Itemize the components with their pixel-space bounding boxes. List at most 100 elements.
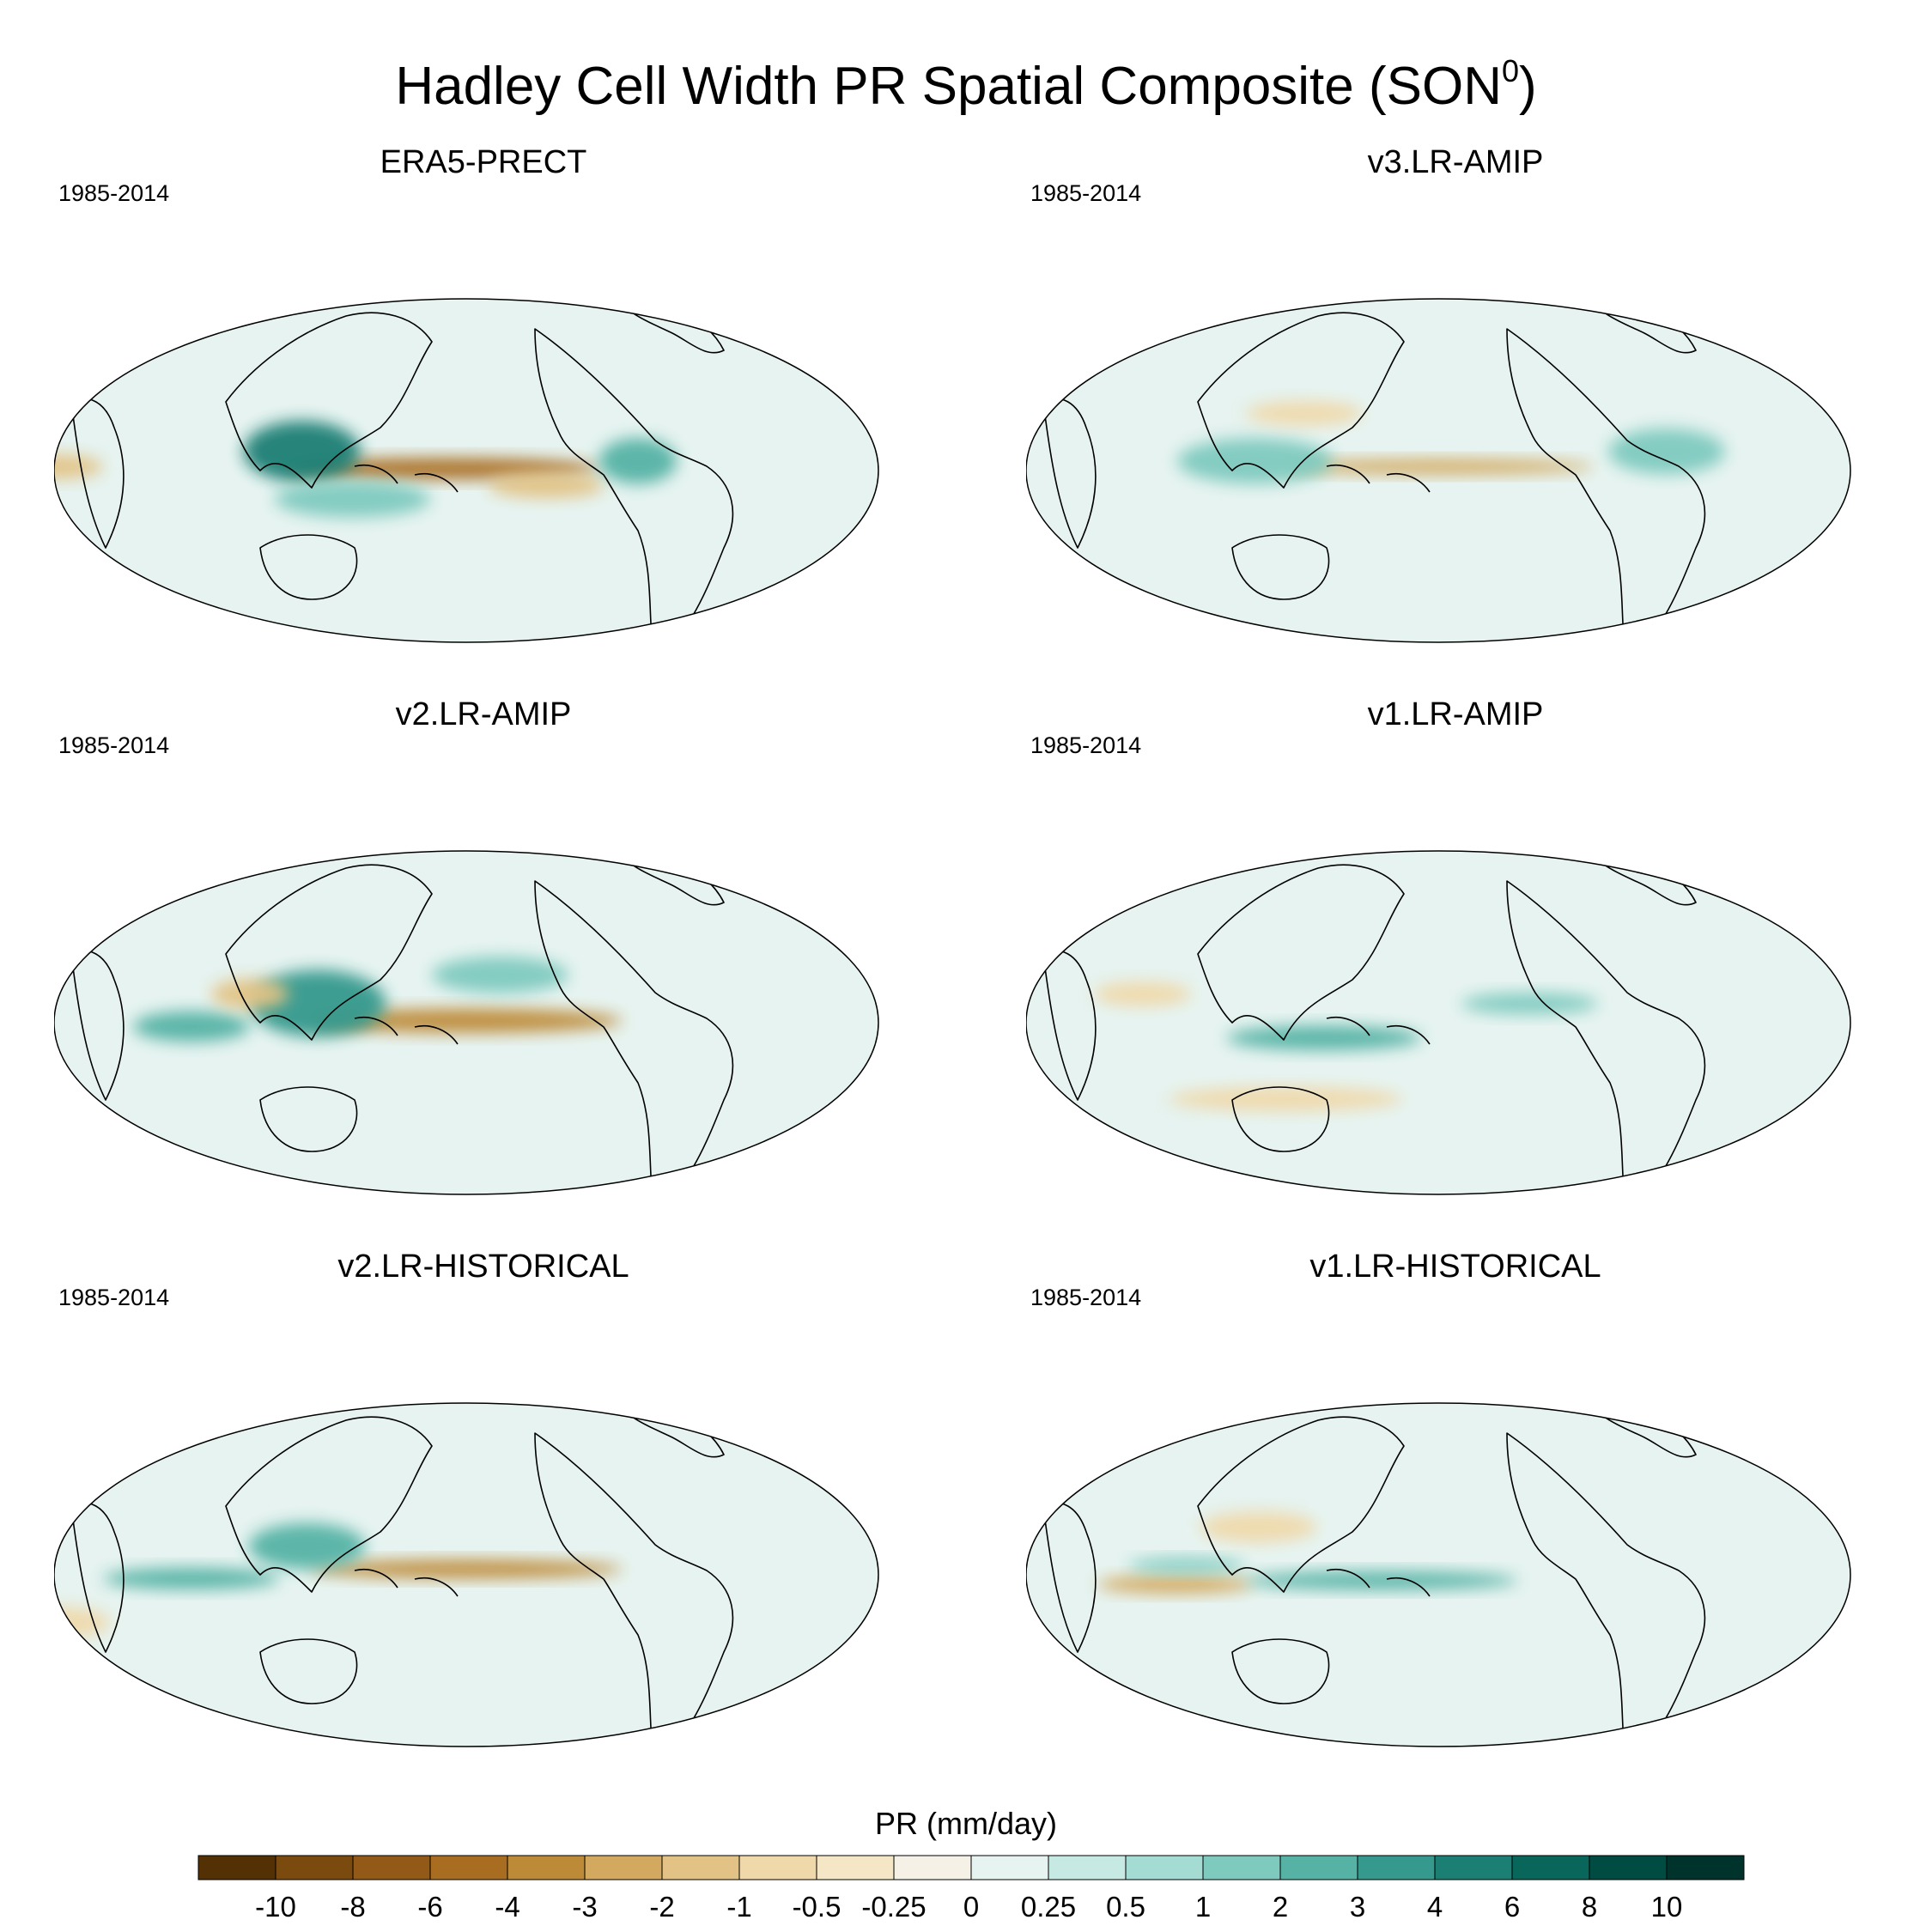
panel-title: v3.LR-AMIP — [1367, 144, 1544, 180]
coastline-segment — [354, 1017, 459, 1045]
colorbar-box — [1666, 1855, 1745, 1880]
colorbar-tick-label: 1 — [1194, 1891, 1212, 1923]
dry-anomaly-region — [1282, 459, 1595, 475]
coastline-segment — [1231, 1086, 1330, 1152]
dry-anomaly-region — [1246, 401, 1364, 426]
wet-anomaly-region — [1461, 993, 1598, 1015]
map-plot — [54, 850, 879, 1195]
coastline-segment — [1284, 652, 1799, 664]
anomaly-field — [1177, 401, 1725, 484]
map-panel-v1-lr-historical: v1.LR-HISTORICAL 1985-2014 — [1026, 1249, 1885, 1785]
colorbar-box — [816, 1855, 895, 1880]
figure-title: Hadley Cell Width PR Spatial Composite (… — [395, 53, 1537, 116]
coastline-segment — [70, 1502, 125, 1653]
coastline-segment — [225, 864, 433, 1041]
coastline-segment — [1042, 950, 1097, 1101]
anomaly-field — [1093, 981, 1598, 1112]
colorbar-tick-label: 3 — [1349, 1891, 1366, 1923]
coastline-segment — [1231, 534, 1330, 600]
map-border — [1026, 298, 1851, 643]
map-panel-v1-lr-amip: v1.LR-AMIP 1985-2014 — [1026, 696, 1885, 1233]
dry-anomaly-region — [310, 1559, 623, 1578]
map-border — [54, 298, 879, 643]
dry-anomaly-region — [1097, 1575, 1254, 1594]
panel-title: v1.LR-HISTORICAL — [1309, 1249, 1601, 1285]
coastline-segment — [259, 534, 358, 600]
dry-anomaly-region — [1093, 981, 1192, 1006]
map-panel-era5-prect: ERA5-PRECT 1985-2014 — [54, 144, 913, 681]
colorbar-tick-label: -6 — [417, 1891, 443, 1923]
colorbar — [197, 1855, 1745, 1880]
coastlines — [1042, 299, 1799, 664]
dry-anomaly-region — [310, 1008, 623, 1033]
wet-anomaly-region — [1177, 438, 1334, 484]
coastline-segment — [312, 1756, 827, 1768]
wet-anomaly-region — [1226, 1025, 1422, 1050]
dry-anomaly-region — [1169, 1086, 1403, 1112]
coastline-segment — [259, 1086, 358, 1152]
wet-anomaly-region — [1607, 428, 1725, 475]
colorbar-tick-label: 0.25 — [1020, 1891, 1077, 1923]
coastline-segment — [534, 880, 734, 1194]
coastline-segment — [225, 312, 433, 489]
panel-period: 1985-2014 — [58, 180, 170, 206]
panel-title: v1.LR-AMIP — [1367, 696, 1544, 732]
colorbar-box — [1589, 1855, 1668, 1880]
colorbar-tick-label: 0 — [963, 1891, 980, 1923]
colorbar-box — [1125, 1855, 1204, 1880]
panel-title: v2.LR-HISTORICAL — [337, 1249, 629, 1285]
map-border — [54, 1402, 879, 1747]
panel-title: v2.LR-AMIP — [395, 696, 572, 732]
coastlines — [70, 299, 827, 664]
coastline-segment — [534, 328, 734, 642]
coastlines — [1042, 1403, 1706, 1747]
colorbar-box — [352, 1855, 431, 1880]
map-background — [1026, 851, 1850, 1194]
wet-anomaly-region — [104, 1568, 280, 1589]
panel-period: 1985-2014 — [1030, 732, 1142, 758]
coastline-segment — [1042, 1502, 1097, 1653]
coastlines — [70, 1403, 827, 1768]
coastline-segment — [312, 652, 827, 664]
coastline-segment — [70, 398, 125, 549]
colorbar-box — [1279, 1855, 1358, 1880]
colorbar-box — [1202, 1855, 1281, 1880]
colorbar-tick-label: -0.25 — [861, 1891, 927, 1923]
panel-period: 1985-2014 — [58, 1285, 170, 1310]
colorbar-tick-label: 2 — [1272, 1891, 1289, 1923]
wet-anomaly-region — [1244, 1571, 1518, 1590]
map-plot — [54, 298, 879, 664]
colorbar-box — [1434, 1855, 1513, 1880]
colorbar-tick-label: 6 — [1504, 1891, 1521, 1923]
colorbar-box — [1357, 1855, 1436, 1880]
map-panel-v2-lr-amip: v2.LR-AMIP 1985-2014 — [54, 696, 913, 1233]
panel-period: 1985-2014 — [1030, 1285, 1142, 1310]
colorbar-tick-label: -4 — [495, 1891, 520, 1923]
panel-period: 1985-2014 — [1030, 180, 1142, 206]
map-border — [1026, 850, 1851, 1195]
coastline-segment — [1197, 312, 1405, 489]
wet-anomaly-region — [1127, 1558, 1245, 1573]
wet-anomaly-region — [274, 481, 431, 518]
colorbar-box — [1048, 1855, 1127, 1880]
coastline-segment — [225, 1416, 433, 1593]
colorbar-tick-label: -2 — [649, 1891, 675, 1923]
panel-period: 1985-2014 — [58, 732, 170, 758]
dry-anomaly-region — [288, 458, 599, 480]
coastlines — [70, 851, 734, 1194]
wet-anomaly-region — [431, 957, 568, 993]
map-plot — [1026, 850, 1851, 1195]
map-panel-v2-lr-historical: v2.LR-HISTORICAL 1985-2014 — [54, 1249, 913, 1785]
dry-anomaly-region — [210, 978, 289, 1010]
coastline-segment — [534, 1432, 734, 1747]
colorbar-tick-label: -8 — [340, 1891, 366, 1923]
map-border — [1026, 1402, 1851, 1747]
map-plot — [1026, 298, 1851, 664]
map-plot — [1026, 1402, 1851, 1747]
colorbar-box — [661, 1855, 740, 1880]
colorbar-box — [507, 1855, 586, 1880]
colorbar-tick-label: 0.5 — [1106, 1891, 1145, 1923]
coastline-segment — [1197, 864, 1405, 1041]
coastline-segment — [1326, 1569, 1431, 1597]
colorbar-tick-label: -3 — [572, 1891, 598, 1923]
